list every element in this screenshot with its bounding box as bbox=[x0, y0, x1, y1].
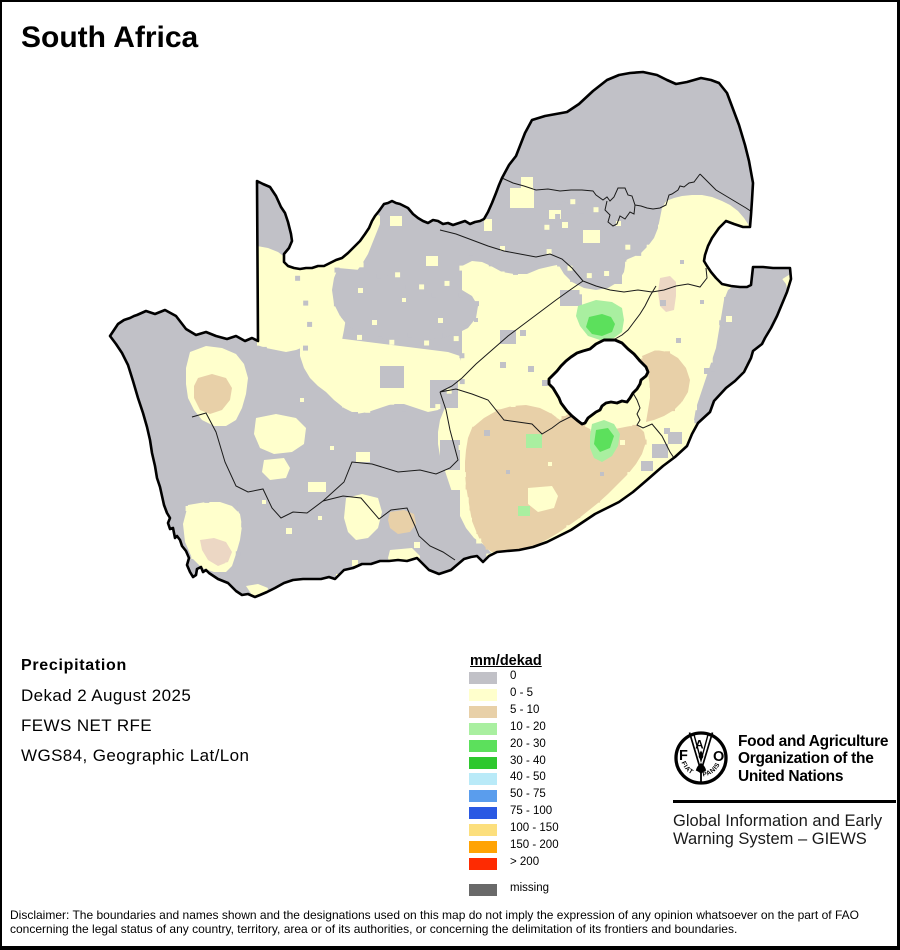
svg-text:O: O bbox=[713, 749, 724, 765]
svg-text:A: A bbox=[695, 740, 703, 752]
svg-text:F: F bbox=[679, 748, 688, 764]
